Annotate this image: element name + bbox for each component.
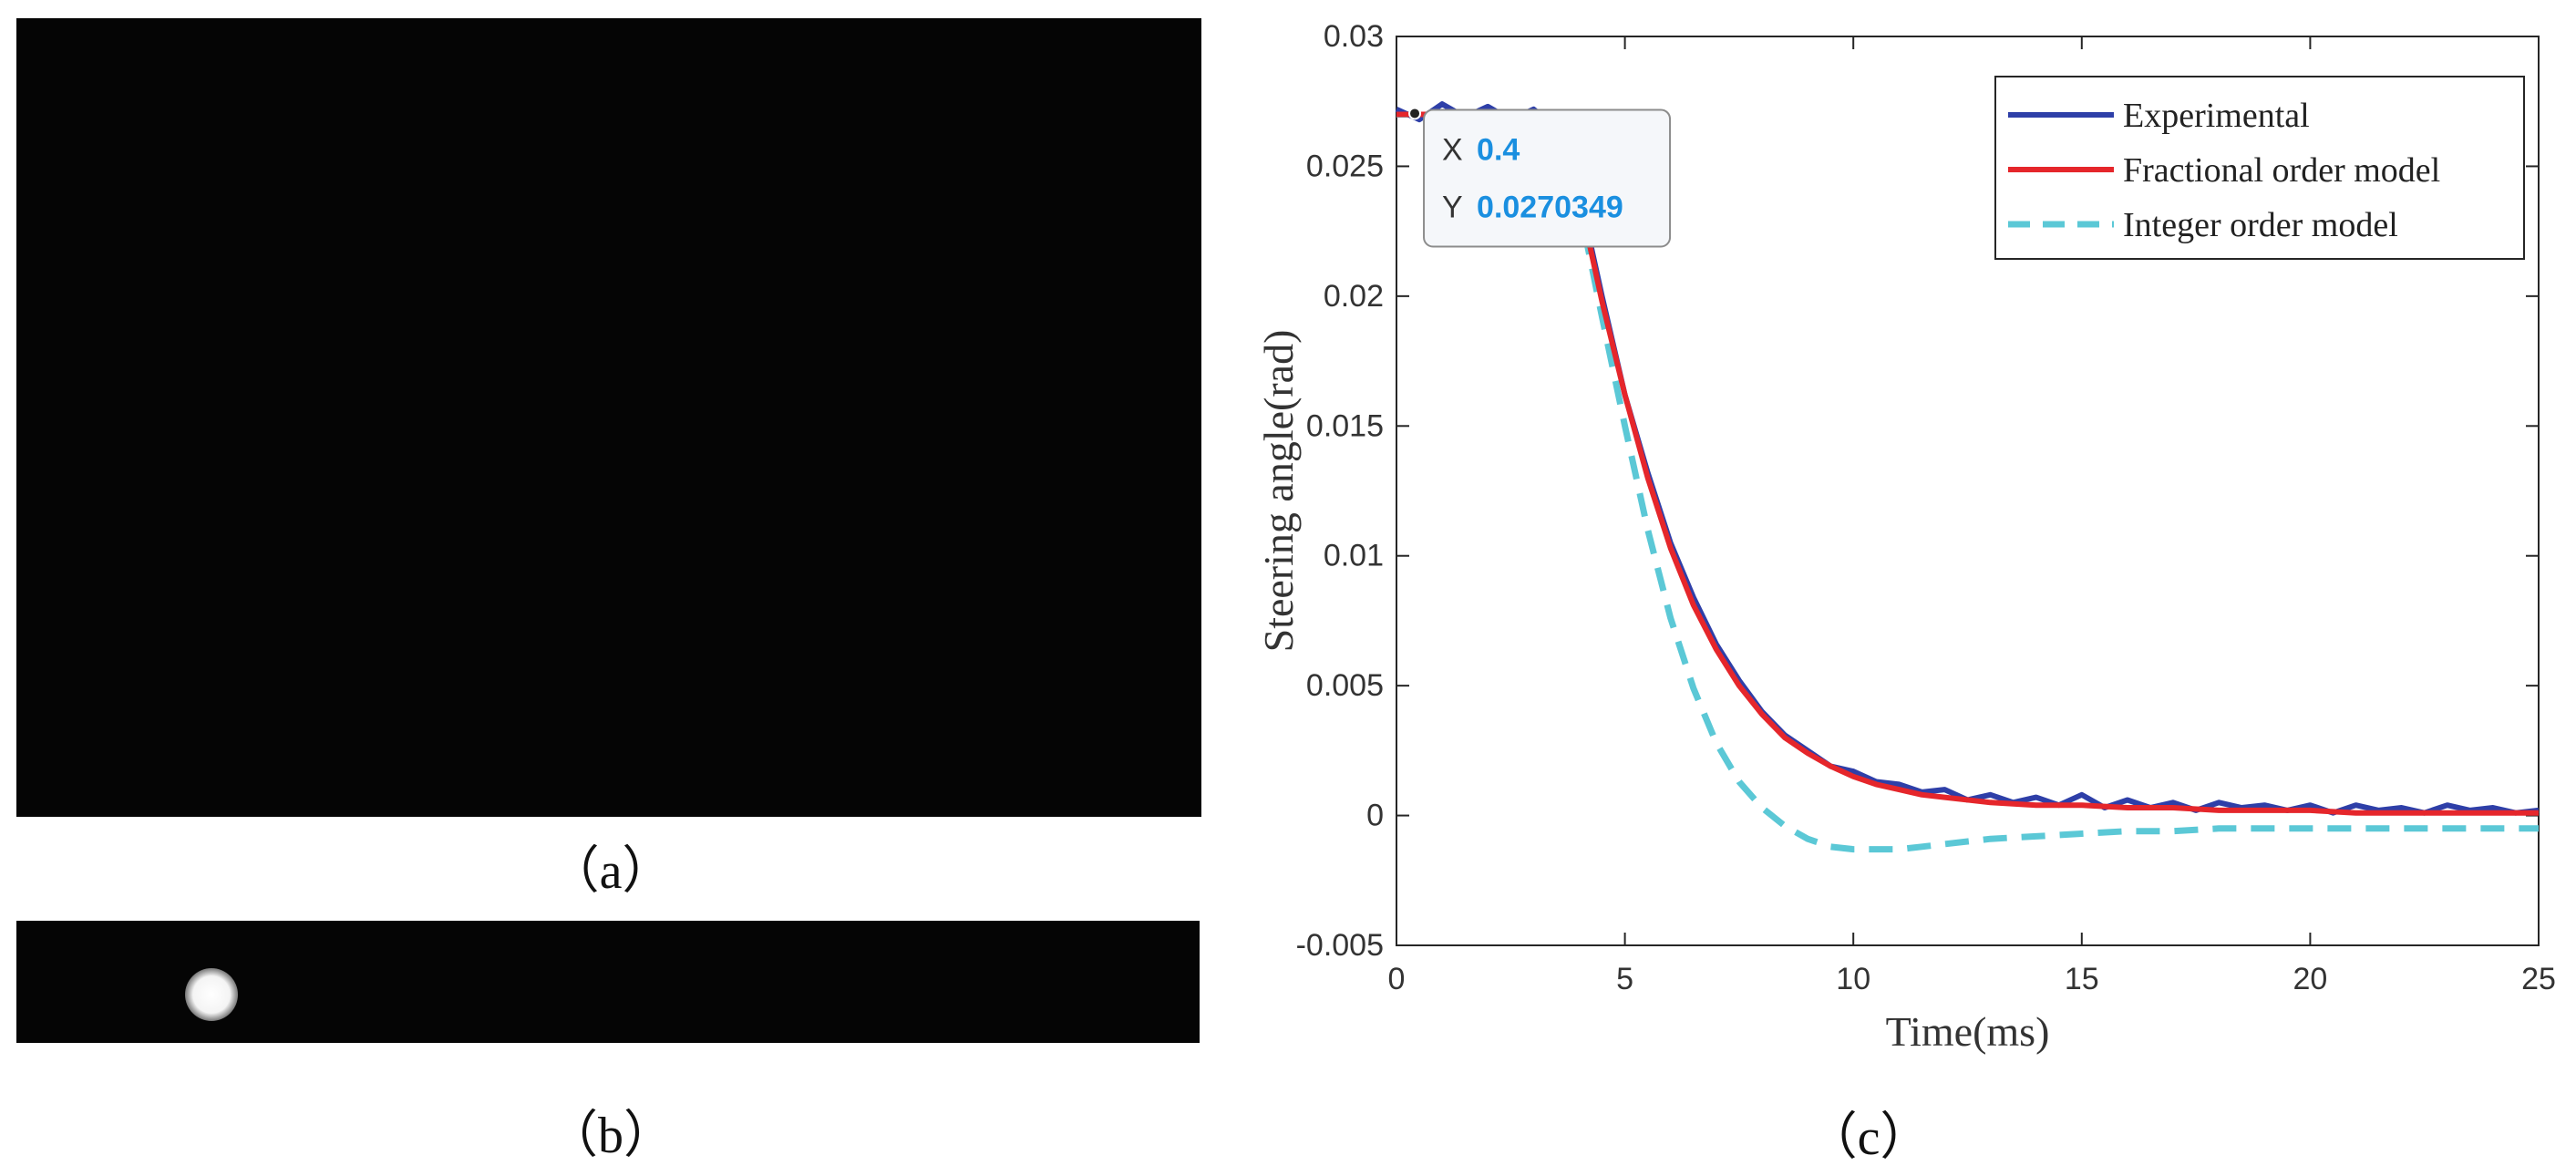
y-tick-label: 0.025 xyxy=(1306,149,1384,183)
datatip-y-value: 0.0270349 xyxy=(1477,190,1623,224)
series-line-integer-order-model xyxy=(1396,111,2539,853)
light-spot xyxy=(185,968,238,1021)
x-tick-label: 15 xyxy=(2065,962,2099,996)
datatip-box xyxy=(1423,108,1672,248)
legend-label: Fractional order model xyxy=(2123,151,2440,190)
y-tick-label: 0.015 xyxy=(1306,408,1384,443)
x-tick-label: 0 xyxy=(1388,962,1406,996)
photo-panel-b xyxy=(16,921,1200,1043)
x-axis-label: Time(ms) xyxy=(1886,1008,2050,1055)
y-tick-label: -0.005 xyxy=(1296,928,1384,963)
caption-a: （a） xyxy=(548,843,674,900)
y-axis-label: Steering angle(rad) xyxy=(1255,330,1302,653)
legend-label: Experimental xyxy=(2123,97,2310,135)
y-tick-label: 0.005 xyxy=(1306,668,1384,703)
legend-label: Integer order model xyxy=(2123,206,2398,244)
y-tick-label: 0 xyxy=(1366,799,1384,833)
caption-b: （b） xyxy=(547,1108,675,1164)
legend: Experimental Fractional order model Intege… xyxy=(1994,76,2525,260)
datatip-x-label: X xyxy=(1442,132,1463,167)
y-tick-label: 0.01 xyxy=(1324,539,1384,573)
y-tick-label: 0.03 xyxy=(1324,19,1384,54)
x-tick-label: 20 xyxy=(2293,962,2327,996)
photo-panel-a xyxy=(16,18,1201,817)
caption-c: （c） xyxy=(1806,1109,1932,1166)
light-spot-image xyxy=(185,968,238,1021)
datatip[interactable]: X 0.4 Y 0.0270349 xyxy=(1408,107,1672,248)
y-tick-label: 0.02 xyxy=(1324,279,1384,314)
x-tick-label: 25 xyxy=(2521,962,2556,996)
steering-angle-chart: 0 5 10 15 20 25-0.00500.0050.010.0150.020.025… xyxy=(1255,19,2556,1055)
x-tick-label: 10 xyxy=(1836,962,1870,996)
x-tick-label: 5 xyxy=(1616,962,1633,996)
datatip-marker xyxy=(1408,107,1422,120)
datatip-x-value: 0.4 xyxy=(1477,132,1520,167)
datatip-y-label: Y xyxy=(1442,190,1463,224)
